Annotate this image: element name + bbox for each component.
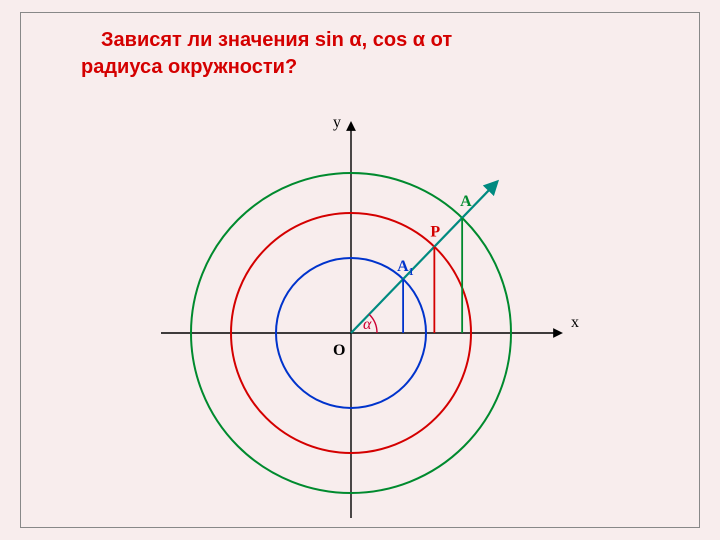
angle-ray xyxy=(351,182,497,333)
angle-label: α xyxy=(363,316,372,333)
geometry-diagram: х у Оα А1 Р А xyxy=(21,13,701,529)
y-axis-label: у xyxy=(333,114,341,131)
slide-card: Зависят ли значения sin α, cos α от ради… xyxy=(20,12,700,528)
point-a-label: А xyxy=(460,193,472,210)
origin-label: О xyxy=(333,342,345,359)
point-p-label: Р xyxy=(430,224,440,241)
x-axis-label: х xyxy=(571,314,579,331)
point-a1-label: А1 xyxy=(397,258,414,278)
